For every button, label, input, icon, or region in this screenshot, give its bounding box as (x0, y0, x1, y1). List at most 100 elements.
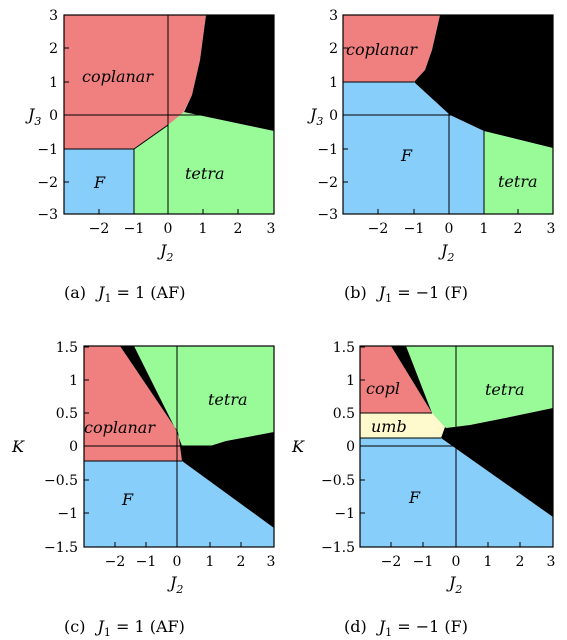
label-f: F (93, 173, 106, 192)
y-tick-label: 3 (329, 8, 338, 24)
y-tick-label: 0 (69, 439, 78, 455)
x-tick-label: −2 (368, 221, 389, 237)
y-tick-label: −1 (37, 142, 58, 158)
x-tick-label: 0 (452, 554, 461, 570)
region-coplanar (343, 15, 440, 82)
y-tick-label: −2 (37, 175, 58, 191)
x-tick-label: 0 (445, 221, 454, 237)
region-f (64, 149, 134, 214)
y-tick-label: −1 (317, 142, 338, 158)
x-tick-label: 1 (206, 554, 215, 570)
x-tick-label: 1 (480, 221, 489, 237)
label-f: F (400, 146, 413, 165)
x-axis-label: J2 (438, 241, 454, 264)
x-tick-label: 3 (547, 221, 556, 237)
y-tick-label: −0.5 (321, 473, 355, 489)
x-tick-label: −1 (124, 221, 145, 237)
x-tick-label: 2 (234, 221, 243, 237)
y-tick-label: −1 (57, 506, 78, 522)
y-tick-label: −1 (334, 506, 355, 522)
y-tick-label: −0.5 (44, 473, 78, 489)
x-ticks (114, 542, 275, 547)
y-tick-label: −3 (317, 207, 338, 223)
y-tick-label: 3 (49, 8, 58, 24)
region-tetra (406, 346, 553, 428)
x-tick-label: −1 (136, 554, 157, 570)
panel-b: coplanar F tetra 3 2 1 0 −1 −2 −3 −2 −1 … (307, 8, 555, 305)
region-coplanar (360, 346, 432, 413)
y-tick-label: 0.5 (56, 406, 78, 422)
y-tick-label: −1.5 (44, 540, 78, 556)
boundary (133, 124, 169, 150)
caption-a: (a) J1 = 1 (AF) (64, 283, 185, 305)
region-black (391, 346, 553, 517)
x-axis-label: J2 (167, 573, 183, 596)
region-black (120, 346, 274, 528)
y-axis-label: J3 (25, 105, 41, 128)
y-tick-label: 2 (329, 41, 338, 57)
y-tick-label: 1.5 (56, 340, 78, 356)
x-tick-label: 2 (514, 221, 523, 237)
x-tick-label: −1 (413, 554, 434, 570)
y-tick-label: 1 (49, 75, 58, 91)
label-tetra: tetra (208, 390, 248, 409)
label-umb: umb (371, 417, 407, 436)
panel-a: coplanar F tetra 3 2 1 0 −1 −2 −3 −2 −1 … (25, 8, 275, 305)
y-tick-label: 0 (329, 108, 338, 124)
x-tick-label: 1 (199, 221, 208, 237)
x-tick-label: −2 (381, 554, 402, 570)
x-tick-label: 2 (237, 554, 246, 570)
y-tick-label: −3 (37, 207, 58, 223)
x-ticks (98, 209, 275, 214)
y-tick-label: −1.5 (321, 540, 355, 556)
panel-c: coplanar F tetra 1.5 1 0.5 0 −0.5 −1 −1.… (11, 340, 275, 639)
label-coplanar: coplanar (346, 40, 418, 59)
x-tick-label: 3 (547, 554, 556, 570)
region-tetra (484, 131, 553, 214)
region-umbrella (360, 413, 445, 438)
x-tick-label: 2 (516, 554, 525, 570)
panel-d: copl umb F tetra 1.5 1 0.5 0 −0.5 −1 −1.… (291, 340, 555, 639)
caption-d: (d) J1 = −1 (F) (344, 617, 468, 639)
x-ticks (390, 542, 554, 547)
x-axis-label: J2 (157, 241, 173, 264)
caption-b: (b) J1 = −1 (F) (344, 283, 468, 305)
y-tick-label: 1 (69, 373, 78, 389)
label-tetra: tetra (485, 380, 525, 399)
y-tick-label: 2 (49, 41, 58, 57)
label-f: F (408, 488, 421, 507)
x-tick-label: 0 (164, 221, 173, 237)
region-black (184, 15, 274, 131)
caption-c: (c) J1 = 1 (AF) (64, 617, 185, 639)
label-coplanar: coplanar (82, 67, 154, 86)
x-tick-label: −2 (105, 554, 126, 570)
x-ticks (377, 209, 554, 214)
region-tetra (134, 112, 274, 214)
x-tick-label: 3 (267, 221, 276, 237)
y-axis-label: J3 (307, 105, 323, 128)
y-ticks (360, 346, 365, 548)
y-tick-label: 0 (346, 439, 355, 455)
x-tick-label: 0 (173, 554, 182, 570)
label-coplanar: coplanar (84, 418, 156, 437)
y-ticks (343, 14, 348, 215)
y-tick-label: 0.5 (333, 406, 355, 422)
label-tetra: tetra (498, 172, 538, 191)
x-tick-label: −2 (89, 221, 110, 237)
label-tetra: tetra (185, 164, 225, 183)
y-tick-label: 1 (329, 75, 338, 91)
x-axis-label: J2 (446, 573, 462, 596)
x-tick-label: −1 (404, 221, 425, 237)
y-axis-label: K (11, 437, 25, 456)
y-ticks (84, 346, 89, 548)
y-tick-label: 1 (346, 373, 355, 389)
label-copl: copl (366, 379, 400, 398)
region-f (84, 461, 274, 547)
x-tick-label: 3 (267, 554, 276, 570)
region-tetra (134, 346, 274, 446)
y-tick-label: 1.5 (333, 340, 355, 356)
y-tick-label: −2 (317, 175, 338, 191)
y-ticks (64, 14, 69, 215)
y-axis-label: K (291, 437, 305, 456)
